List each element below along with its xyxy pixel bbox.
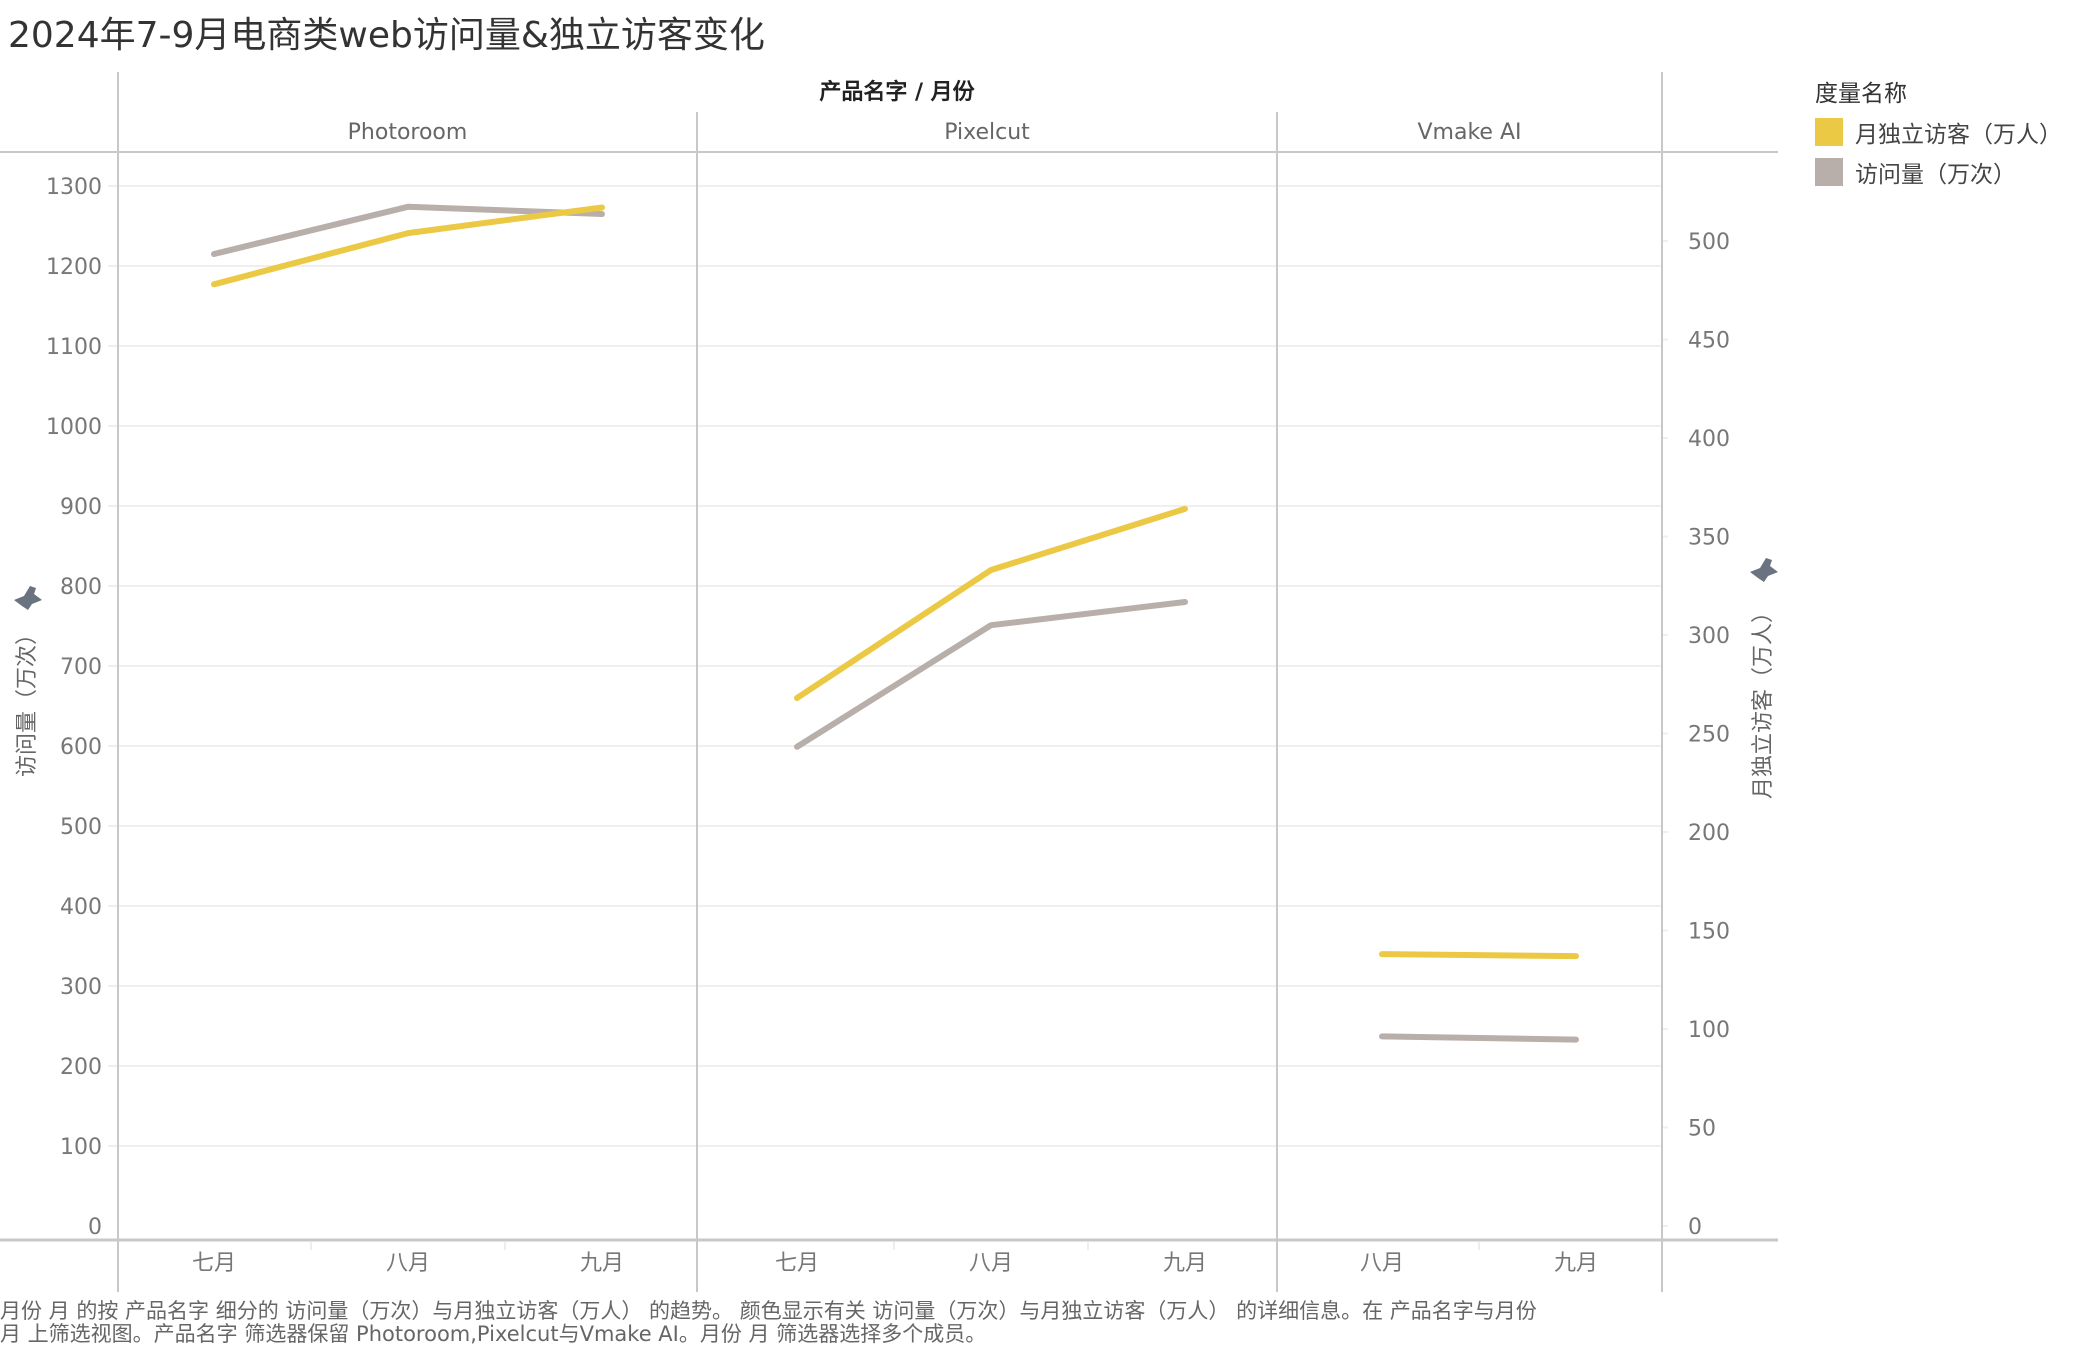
right-axis-tick: 450 xyxy=(1688,329,1730,354)
right-axis-tick: 100 xyxy=(1688,1018,1730,1043)
right-axis-tick: 0 xyxy=(1688,1215,1702,1240)
x-axis-label: 七月 xyxy=(192,1251,236,1276)
left-axis-tick: 1300 xyxy=(46,175,102,200)
legend-swatch-yellow xyxy=(1815,118,1843,146)
legend-label: 访问量（万次） xyxy=(1855,162,2016,188)
uv-line-vmake-ai[interactable] xyxy=(1379,951,1579,960)
pin-icon[interactable] xyxy=(1750,558,1778,582)
right-axis-tick: 200 xyxy=(1688,821,1730,846)
uv-line-photoroom[interactable] xyxy=(211,204,605,288)
left-axis-tick: 600 xyxy=(60,735,102,760)
left-axis-tick: 300 xyxy=(60,975,102,1000)
chart-title: 2024年7-9月电商类web访问量&独立访客变化 xyxy=(8,15,765,56)
pin-icon[interactable] xyxy=(14,586,42,610)
x-axis-label: 九月 xyxy=(1554,1251,1598,1276)
panel-header-photoroom[interactable]: Photoroom xyxy=(348,120,468,145)
caption-line-2: 月 上筛选视图。产品名字 筛选器保留 Photoroom,Pixelcut与Vm… xyxy=(0,1322,987,1346)
chart-canvas: 0100200300400500600700800900100011001200… xyxy=(0,72,1778,1292)
visits-line-pixelcut[interactable] xyxy=(794,599,1188,750)
left-axis-tick: 200 xyxy=(60,1055,102,1080)
left-axis-tick: 800 xyxy=(60,575,102,600)
legend-swatch-gray xyxy=(1815,158,1843,186)
x-axis-label: 八月 xyxy=(969,1251,1013,1276)
left-axis-tick: 0 xyxy=(88,1215,102,1240)
left-axis-tick: 1100 xyxy=(46,335,102,360)
visits-line-photoroom[interactable] xyxy=(211,203,605,257)
left-axis-tick: 1000 xyxy=(46,415,102,440)
panel-header-pixelcut[interactable]: Pixelcut xyxy=(944,120,1030,145)
left-axis-title: 访问量（万次） xyxy=(15,623,40,777)
x-axis-label: 八月 xyxy=(386,1251,430,1276)
right-axis-tick: 250 xyxy=(1688,723,1730,748)
right-axis-tick: 500 xyxy=(1688,230,1730,255)
panel-header-vmake-ai[interactable]: Vmake AI xyxy=(1418,120,1522,145)
column-header: 产品名字 / 月份 xyxy=(819,79,975,105)
right-axis-title: 月独立访客（万人） xyxy=(1751,601,1776,799)
right-axis-tick: 150 xyxy=(1688,920,1730,945)
right-axis-tick: 400 xyxy=(1688,427,1730,452)
left-axis-tick: 400 xyxy=(60,895,102,920)
x-axis-label: 九月 xyxy=(580,1251,624,1276)
legend-title: 度量名称 xyxy=(1815,81,1907,107)
right-axis-tick: 350 xyxy=(1688,526,1730,551)
right-axis-tick: 50 xyxy=(1688,1117,1716,1142)
legend-item-visits[interactable]: 访问量（万次） xyxy=(1815,152,2062,192)
uv-line-pixelcut[interactable] xyxy=(794,505,1188,701)
left-axis-tick: 1200 xyxy=(46,255,102,280)
left-axis-tick: 900 xyxy=(60,495,102,520)
caption-line-1: 月份 月 的按 产品名字 细分的 访问量（万次）与月独立访客（万人） 的趋势。 … xyxy=(0,1299,1537,1323)
x-axis-label: 九月 xyxy=(1163,1251,1207,1276)
visits-line-vmake-ai[interactable] xyxy=(1379,1033,1579,1043)
legend: 度量名称 月独立访客（万人） 访问量（万次） xyxy=(1815,74,2062,192)
x-axis-label: 八月 xyxy=(1360,1251,1404,1276)
legend-label: 月独立访客（万人） xyxy=(1855,122,2062,148)
left-axis-tick: 100 xyxy=(60,1135,102,1160)
legend-item-unique-visitors[interactable]: 月独立访客（万人） xyxy=(1815,112,2062,152)
right-axis-tick: 300 xyxy=(1688,624,1730,649)
x-axis-label: 七月 xyxy=(775,1251,819,1276)
left-axis-tick: 500 xyxy=(60,815,102,840)
left-axis-tick: 700 xyxy=(60,655,102,680)
chart-caption: 月份 月 的按 产品名字 细分的 访问量（万次）与月独立访客（万人） 的趋势。 … xyxy=(0,1300,1790,1346)
